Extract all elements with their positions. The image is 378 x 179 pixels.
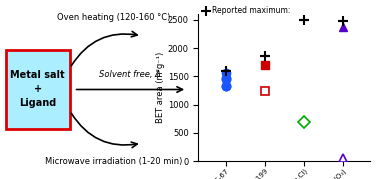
Y-axis label: BET area (m²g⁻¹): BET area (m²g⁻¹) [156,52,165,123]
Text: Microwave irradiation (1-20 min): Microwave irradiation (1-20 min) [45,157,182,166]
Text: Metal salt
+
Ligand: Metal salt + Ligand [11,71,65,108]
Text: Oven heating (120-160 °C): Oven heating (120-160 °C) [57,13,170,22]
FancyBboxPatch shape [6,50,70,129]
Legend: Reported maximum:: Reported maximum: [202,6,291,15]
Text: Solvent free, Δ: Solvent free, Δ [99,70,161,79]
